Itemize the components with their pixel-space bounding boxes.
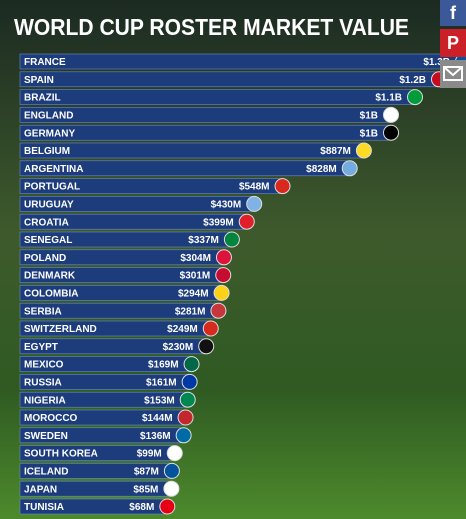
category-label: GERMANY — [24, 128, 75, 139]
flag — [181, 373, 198, 390]
value-label: $1.3B — [423, 57, 450, 68]
category-label: ARGENTINA — [24, 164, 83, 175]
value-label: $399M — [203, 217, 234, 228]
value-label: $161M — [146, 378, 177, 389]
category-label: SPAIN — [24, 75, 54, 86]
category-label: COLOMBIA — [24, 289, 78, 300]
flag — [274, 178, 291, 195]
flag — [175, 427, 192, 444]
bar — [19, 53, 463, 70]
category-label: MEXICO — [24, 360, 64, 371]
flag — [159, 498, 176, 515]
category-label: CROATIA — [24, 217, 69, 228]
category-label: SENEGAL — [24, 235, 72, 246]
category-label: ENGLAND — [24, 111, 73, 122]
category-label: MOROCCO — [24, 413, 78, 424]
flag — [213, 284, 230, 301]
bar — [19, 124, 391, 141]
rows: FRANCE $1.3B SPAIN $1.2B BRAZIL $1.1B ENGLAND $… — [19, 53, 466, 515]
category-label: ICELAND — [24, 467, 68, 478]
flag — [223, 231, 240, 248]
value-label: $85M — [133, 484, 158, 495]
category-label: SOUTH KOREA — [24, 449, 98, 460]
category-label: BRAZIL — [24, 93, 61, 104]
flag — [355, 142, 372, 159]
flag — [246, 195, 263, 212]
flag — [210, 302, 227, 319]
share-bar: f P — [440, 0, 466, 88]
value-label: $337M — [188, 235, 219, 246]
value-label: $1.2B — [399, 75, 426, 86]
value-label: $430M — [211, 200, 242, 211]
category-label: POLAND — [24, 253, 66, 264]
category-label: EGYPT — [24, 342, 58, 353]
bar — [19, 142, 364, 159]
value-label: $294M — [178, 289, 209, 300]
value-label: $281M — [175, 306, 206, 317]
facebook-icon: f — [450, 3, 457, 23]
flag — [163, 462, 180, 479]
category-label: SWITZERLAND — [24, 324, 97, 335]
flag — [215, 267, 232, 284]
value-label: $169M — [148, 360, 179, 371]
flag — [341, 160, 358, 177]
value-label: $548M — [239, 182, 270, 193]
chart-title: WORLD CUP ROSTER MARKET VALUE — [14, 14, 409, 40]
category-label: SERBIA — [24, 306, 62, 317]
value-label: $153M — [144, 395, 175, 406]
category-label: FRANCE — [24, 57, 66, 68]
flag — [163, 480, 180, 497]
category-label: NIGERIA — [24, 395, 66, 406]
pinterest-icon: P — [447, 33, 459, 53]
value-label: $301M — [180, 271, 211, 282]
flag — [183, 356, 200, 373]
flag — [202, 320, 219, 337]
pinterest-button[interactable] — [440, 29, 466, 57]
category-label: DENMARK — [24, 271, 76, 282]
email-icon — [443, 66, 463, 81]
flag — [166, 445, 183, 462]
value-label: $249M — [167, 324, 198, 335]
category-label: BELGIUM — [24, 146, 70, 157]
value-label: $99M — [137, 449, 162, 460]
flag — [198, 338, 215, 355]
flag — [407, 89, 423, 106]
value-label: $304M — [180, 253, 211, 264]
flag — [177, 409, 194, 426]
value-label: $68M — [129, 502, 154, 513]
value-label: $136M — [140, 431, 171, 442]
category-label: SWEDEN — [24, 431, 68, 442]
value-label: $1B — [360, 128, 378, 139]
flag — [383, 124, 399, 141]
category-label: TUNISIA — [24, 502, 64, 513]
value-label: $828M — [306, 164, 337, 175]
category-label: URUGUAY — [24, 200, 74, 211]
bar — [19, 107, 391, 123]
category-label: RUSSIA — [24, 378, 62, 389]
value-label: $144M — [142, 413, 173, 424]
flag — [179, 391, 196, 408]
value-label: $1.1B — [375, 93, 402, 104]
flag — [215, 249, 232, 266]
flag — [383, 106, 399, 123]
bar — [19, 71, 439, 88]
facebook-button[interactable] — [440, 0, 466, 26]
bar — [19, 89, 415, 105]
category-label: PORTUGAL — [24, 182, 80, 193]
flag — [238, 213, 255, 230]
email-icon — [443, 66, 463, 77]
value-label: $230M — [163, 342, 194, 353]
value-label: $87M — [134, 467, 159, 478]
category-label: JAPAN — [24, 484, 57, 495]
value-label: $1B — [360, 111, 378, 122]
value-label: $887M — [320, 146, 351, 157]
